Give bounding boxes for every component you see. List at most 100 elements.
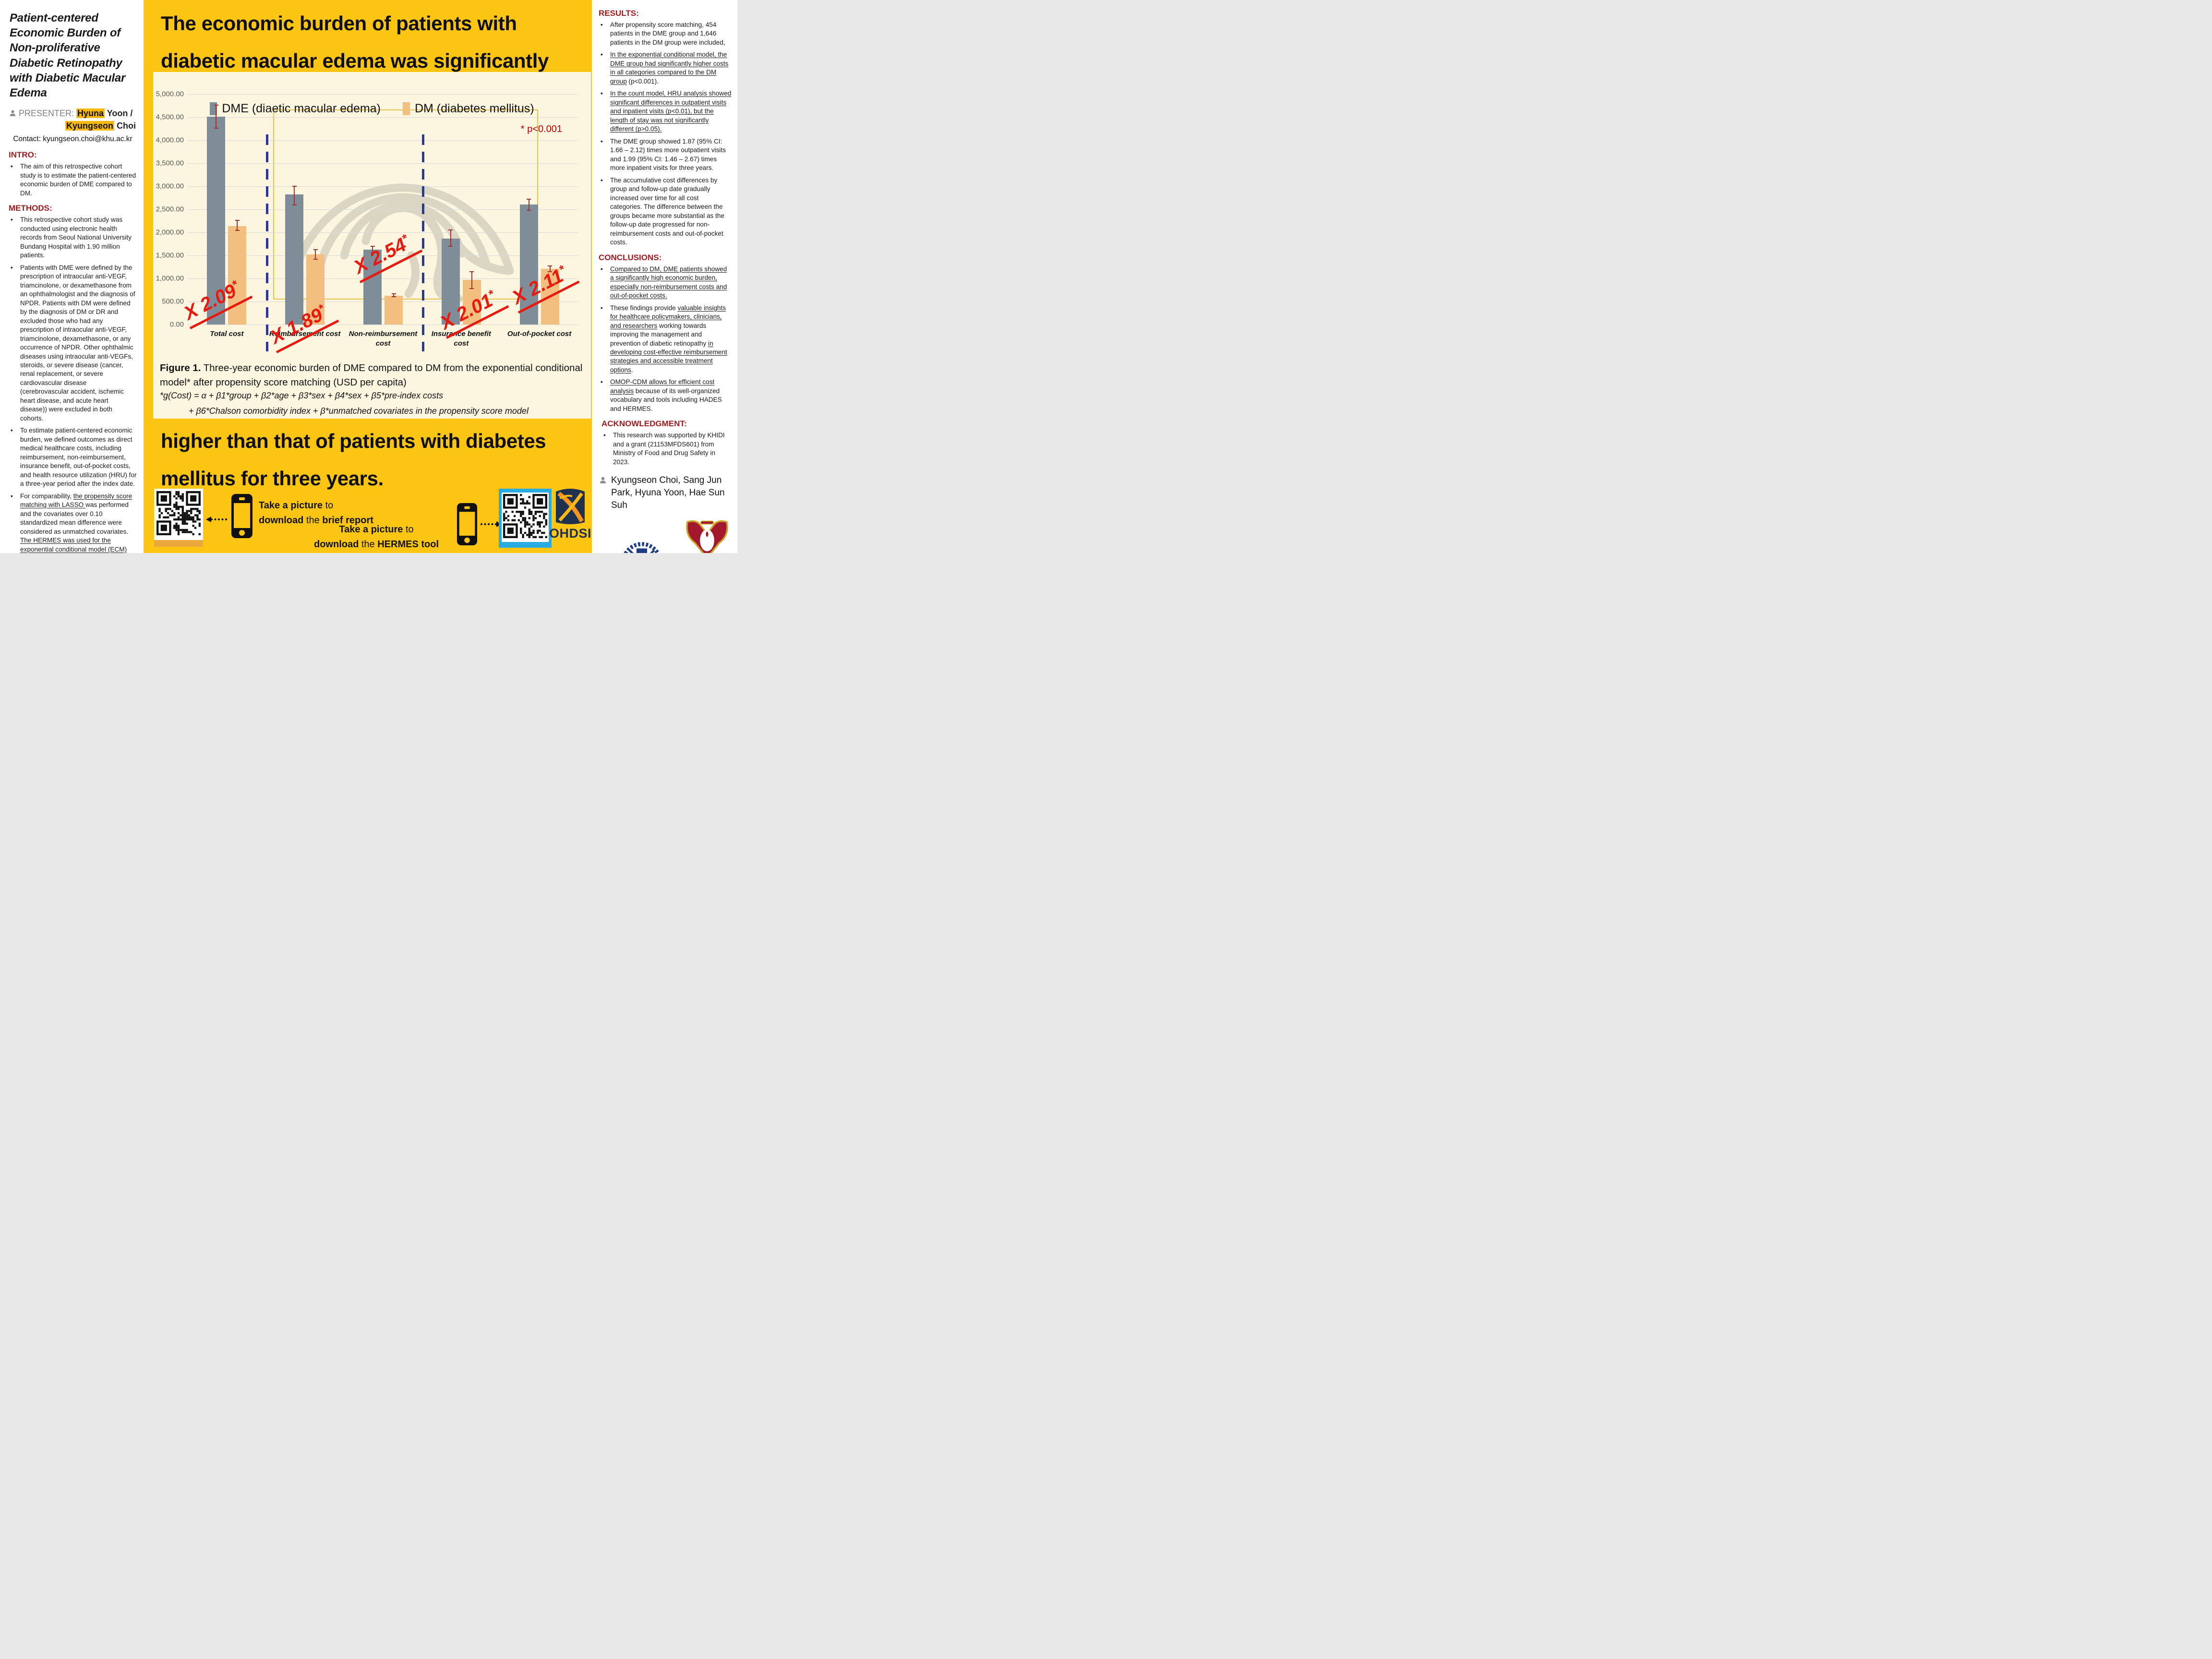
gridline [188, 301, 578, 302]
phone-icon [231, 494, 252, 538]
error-bar-cap [235, 220, 240, 221]
error-bar [372, 246, 373, 253]
error-bar-cap [448, 229, 453, 231]
gridline [188, 186, 578, 187]
y-axis-tick: 3,500.00 [156, 159, 184, 168]
middle-column: The economic burden of patients with diab… [144, 0, 592, 553]
presenter-label: PRESENTER: [19, 108, 77, 119]
figure-caption: Figure 1. Three-year economic burden of … [160, 361, 584, 389]
results-header: RESULTS: [599, 9, 639, 18]
error-bar [294, 186, 295, 205]
results-bullet-4: The DME group showed 1.87 (95% CI: 1.66 … [599, 137, 732, 173]
qr-code-brief-report [154, 489, 203, 547]
legend-swatch [402, 102, 410, 115]
arrow-to-brief-report-qr [206, 517, 227, 522]
bar-dme-2 [363, 250, 382, 325]
y-axis-tick: 4,000.00 [156, 136, 184, 144]
qr-caption-brief-report: Take a picture to download the brief rep… [259, 500, 373, 526]
bar-dme-1 [285, 194, 304, 325]
error-bar-cap [527, 198, 531, 200]
presenter-name-2: Kyungseon [65, 121, 115, 131]
error-bar-cap [235, 230, 240, 231]
gridline [188, 209, 578, 210]
contact-email: Contact: kyungseon.choi@khu.ac.kr [13, 135, 132, 144]
ohdsi-logo-mark [556, 489, 585, 524]
methods-bullet-1: This retrospective cohort study was cond… [9, 216, 137, 260]
error-bar-cap [313, 258, 318, 260]
arrow-to-hermes-qr [481, 521, 502, 527]
acknowledgment-bullet: This research was supported by KHIDI and… [601, 431, 732, 467]
conclusions-header: CONCLUSIONS: [599, 252, 662, 262]
error-bar-cap [448, 245, 453, 247]
x-axis-label-2: Non-reimbursement cost [349, 330, 418, 348]
y-axis-tick: 4,500.00 [156, 113, 184, 121]
error-bar-cap [292, 186, 297, 187]
y-axis-tick: 5,000.00 [156, 90, 184, 98]
left-column: Patient-centered Economic Burden of Non-… [0, 0, 144, 553]
error-bar [393, 294, 394, 297]
acknowledgment-header: ACKNOWLEDGMENT: [601, 419, 687, 429]
error-bar [549, 266, 551, 272]
figure-caption-prefix: Figure 1. [160, 362, 201, 373]
methods-header: METHODS: [9, 204, 52, 213]
ohdsi-logo-text: OHDSI [549, 526, 591, 541]
model-formula-line1: *g(Cost) = α + β1*group + β2*age + β3*se… [160, 391, 444, 400]
ohdsi-logo: OHDSI [549, 489, 592, 541]
error-bar-cap [469, 271, 474, 272]
bar-dm-4 [541, 268, 559, 325]
bar-dm-2 [385, 295, 403, 325]
error-bar-cap [370, 245, 375, 247]
y-axis-tick: 1,000.00 [156, 274, 184, 283]
conclusions-bullet-2: These findings provide valuable insights… [599, 304, 732, 375]
multiplier-annotation-2: X 2.54* [349, 228, 423, 284]
y-axis-tick: 0.00 [169, 320, 184, 329]
snu-emblem-icon: VERI LUX TAS MEA [623, 542, 660, 553]
intro-header: INTRO: [9, 150, 37, 160]
y-axis-tick: 2,500.00 [156, 205, 184, 214]
x-axis-label-1: Reimbursement cost [269, 330, 341, 338]
methods-bullet-4: For comparability, the propensity score … [9, 492, 137, 553]
headline-bottom: higher than that of patients with diabet… [161, 430, 546, 490]
error-bar-cap [548, 265, 553, 267]
person-icon [600, 477, 606, 484]
authors-block: Kyungseon Choi, Sang Jun Park, Hyuna Yoo… [599, 474, 732, 511]
results-bullet-2: In the exponential conditional model, th… [599, 50, 732, 86]
y-axis-tick: 3,000.00 [156, 182, 184, 191]
group-separator-line [265, 134, 268, 351]
error-bar [450, 230, 451, 246]
error-bar-cap [548, 271, 553, 272]
y-axis-tick: 2,000.00 [156, 228, 184, 237]
bar-dme-0 [207, 117, 226, 325]
error-bar [315, 249, 316, 259]
poster-title: Patient-centered Economic Burden of Non-… [10, 12, 126, 99]
error-bar-cap [391, 293, 396, 295]
error-bar-cap [370, 252, 375, 254]
gridline [188, 163, 578, 164]
significance-note: * p<0.001 [520, 124, 562, 134]
figure-caption-text: Three-year economic burden of DME compar… [160, 362, 583, 388]
error-bar-cap [469, 288, 474, 289]
figure-panel: DME (diaetic macular edema) DM (diabetes … [153, 72, 591, 419]
error-bar-cap [313, 249, 318, 250]
conclusions-bullet-3: OMOP-CDM allows for efficient cost analy… [599, 378, 732, 413]
phone-icon [457, 503, 478, 545]
error-bar-cap [214, 105, 218, 106]
presenter-name-1-rest: Yoon / [105, 108, 133, 119]
right-column: RESULTS: After propensity score matching… [592, 0, 737, 553]
gridline [188, 232, 578, 233]
snu-logo: VERI LUX TAS MEA SEOUL NATIONAL UNIVERSI… [600, 541, 684, 553]
bar-dme-4 [519, 204, 538, 325]
bar-dm-0 [228, 226, 247, 325]
person-icon [10, 110, 16, 116]
y-axis-tick: 1,500.00 [156, 251, 184, 260]
gridline [188, 140, 578, 141]
methods-bullet-3: To estimate patient-centered economic bu… [9, 426, 137, 488]
model-formula-line2: + β6*Chalson comorbidity index + β*unmat… [189, 406, 529, 416]
error-bar [237, 220, 238, 231]
poster: Patient-centered Economic Burden of Non-… [0, 0, 737, 553]
y-axis-tick: 500.00 [162, 297, 184, 306]
error-bar [471, 271, 472, 289]
legend-label: DM (diabetes mellitus) [414, 102, 534, 115]
bar-dm-1 [306, 254, 325, 325]
gridline [188, 278, 578, 279]
